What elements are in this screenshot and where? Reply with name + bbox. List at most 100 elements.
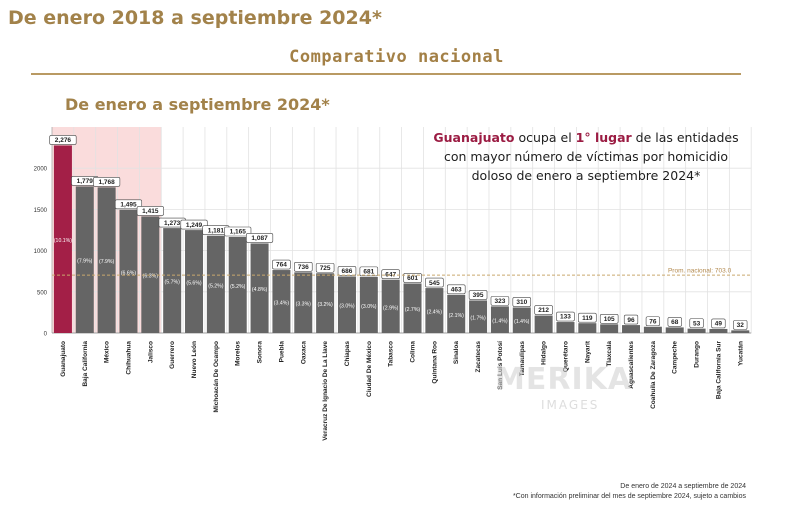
category-label: Baja California: [82, 341, 89, 387]
y-tick-label: 0: [44, 332, 48, 338]
value-label: 1,165: [230, 229, 247, 236]
bar: [141, 216, 160, 333]
y-tick-label: 1000: [34, 249, 48, 255]
value-label: 395: [473, 292, 484, 299]
value-label: 1,495: [120, 202, 137, 209]
value-label: 49: [715, 321, 723, 328]
bar: [403, 283, 422, 333]
value-label: 686: [342, 268, 353, 275]
category-label: Nuevo León: [191, 341, 198, 378]
bar: [709, 328, 728, 333]
category-label: Campeche: [672, 341, 679, 374]
value-label: 764: [276, 262, 287, 269]
value-label: 601: [407, 275, 418, 282]
value-label-box: [403, 273, 422, 283]
value-label: 463: [451, 287, 462, 294]
value-label: 736: [298, 264, 309, 271]
value-label-box: [294, 262, 313, 272]
bar: [578, 323, 597, 333]
value-label-box: [446, 284, 466, 295]
bar: [163, 228, 182, 333]
bar: [185, 230, 204, 333]
value-label-box: [512, 297, 532, 307]
y-tick-label: 500: [37, 290, 48, 296]
value-label: 1,249: [186, 222, 203, 229]
chart-title: De enero a septiembre 2024*: [65, 95, 330, 114]
category-label: Quintana Roo: [431, 341, 438, 384]
bar: [469, 300, 488, 333]
category-label: Veracruz De Ignacio De La Llave: [322, 341, 329, 441]
category-label: Chiapas: [344, 341, 351, 367]
value-label: 76: [649, 318, 657, 325]
category-label: Puebla: [278, 341, 285, 363]
value-label-box: [381, 269, 400, 279]
bar: [490, 306, 509, 333]
value-label: 647: [385, 271, 396, 278]
value-label-box: [425, 277, 444, 288]
value-label: 133: [560, 314, 571, 321]
category-label: Yucatán: [737, 341, 744, 366]
bar: [97, 187, 116, 333]
bar: [600, 324, 619, 333]
category-label: Tabasco: [388, 341, 395, 367]
percent-label: (2.1%): [449, 313, 465, 319]
bar: [556, 322, 575, 333]
category-label: Sonora: [257, 341, 264, 364]
percent-label: (7.9%): [99, 259, 115, 265]
bar: [512, 307, 531, 333]
y-tick-label: 2000: [34, 167, 48, 173]
value-label-box: [246, 233, 274, 243]
bar: [359, 276, 378, 333]
value-label-box: [359, 266, 379, 277]
value-label: 119: [582, 315, 593, 322]
bar: [534, 315, 553, 333]
bar: [665, 327, 684, 333]
value-label: 1,273: [164, 220, 181, 227]
value-label-box: [468, 290, 488, 300]
value-label-box: [534, 305, 553, 315]
category-label: Ciudad De México: [366, 341, 373, 397]
value-label-box: [711, 318, 726, 329]
value-label-box: [556, 311, 575, 322]
percent-label: (3.4%): [274, 301, 290, 307]
chart-annotation: Guanajuato ocupa el 1° lugar de las enti…: [424, 128, 748, 185]
percent-label: (3.0%): [339, 304, 355, 310]
value-label: 323: [494, 298, 505, 305]
value-label: 1,779: [77, 178, 94, 185]
percent-label: (5.2%): [208, 283, 224, 289]
value-label: 2,276: [55, 137, 72, 144]
percent-label: (5.2%): [230, 284, 246, 290]
value-label-box: [578, 312, 597, 323]
percent-label: (1.7%): [470, 316, 486, 322]
value-label: 1,415: [142, 208, 159, 215]
value-label-box: [623, 314, 639, 325]
bar: [731, 330, 750, 333]
percent-label: (1.4%): [514, 319, 530, 325]
value-label-box: [733, 320, 748, 330]
value-label: 32: [737, 322, 745, 329]
value-label: 310: [516, 299, 527, 306]
value-label-box: [667, 317, 682, 327]
category-label: Guerrero: [169, 341, 176, 369]
watermark-subtext: IMAGES: [541, 398, 600, 412]
value-label-box: [136, 206, 164, 216]
category-label: Baja California Sur: [715, 341, 722, 400]
bar: [206, 235, 225, 333]
category-label: Coahuila De Zaragoza: [650, 341, 657, 409]
value-label-box: [180, 219, 208, 230]
bar: [294, 272, 313, 333]
category-label: San Luis Potosí: [497, 341, 504, 390]
bar: [337, 276, 356, 333]
annotation-state: Guanajuato: [433, 130, 515, 145]
value-label: 105: [604, 316, 615, 323]
value-label: 68: [671, 319, 679, 326]
value-label: 53: [693, 320, 701, 327]
bar: [316, 273, 335, 333]
category-label: Michoacán De Ocampo: [213, 341, 220, 413]
watermark-logo: MERIKA: [495, 362, 633, 397]
value-label-box: [599, 314, 619, 324]
value-label-box: [49, 135, 77, 145]
percent-label: (5.6%): [186, 281, 202, 287]
value-label-box: [93, 177, 121, 187]
